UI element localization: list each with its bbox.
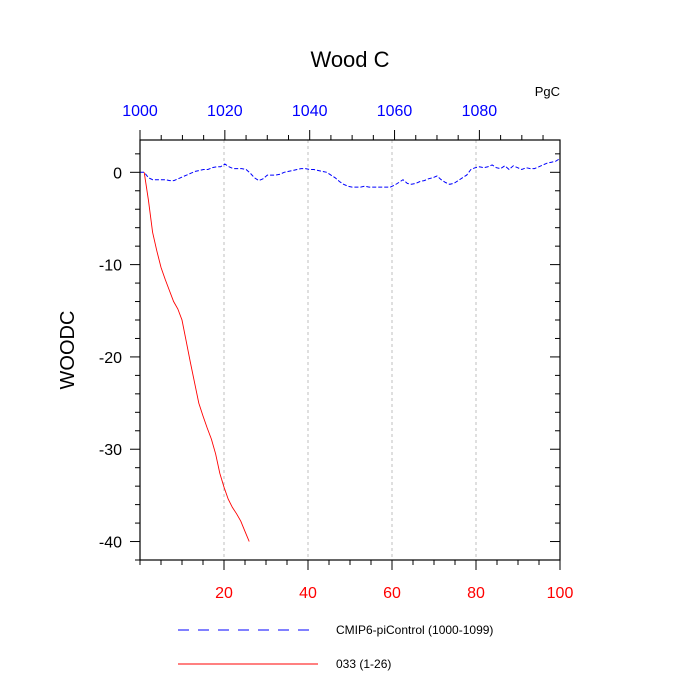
top-tick-label: 1040	[292, 103, 328, 120]
units-label: PgC	[535, 84, 560, 99]
top-tick-label: 1060	[377, 103, 413, 120]
axis-ticks	[130, 130, 561, 570]
legend-label-0: CMIP6-piControl (1000-1099)	[336, 623, 493, 637]
left-tick-label: -40	[99, 535, 122, 552]
legend-label-1: 033 (1-26)	[336, 657, 391, 671]
top-tick-label: 1080	[462, 103, 498, 120]
series-line-0	[140, 158, 561, 188]
grid-lines	[223, 140, 477, 560]
bottom-tick-label: 80	[467, 585, 485, 602]
top-tick-label: 1000	[122, 103, 158, 120]
top-tick-label: 1020	[207, 103, 243, 120]
bottom-tick-label: 40	[299, 585, 317, 602]
left-tick-label: -30	[99, 442, 122, 459]
bottom-tick-label: 100	[547, 585, 574, 602]
series-lines	[140, 158, 561, 542]
plot-frame	[139, 139, 561, 561]
chart-title: Wood C	[310, 47, 389, 72]
left-tick-label: 0	[113, 165, 122, 182]
bottom-tick-label: 20	[215, 585, 233, 602]
series-line-1	[143, 172, 250, 542]
y-axis-label: WOODC	[57, 311, 79, 390]
bottom-tick-label: 60	[383, 585, 401, 602]
legend: CMIP6-piControl (1000-1099) 033 (1-26)	[178, 623, 493, 671]
left-tick-label: -10	[99, 258, 122, 275]
left-tick-label: -20	[99, 350, 122, 367]
axis-tick-labels: 20 40 60 80 100 1000 1020 1040 1060 1080 0 -10 -20 -3…	[99, 103, 574, 602]
